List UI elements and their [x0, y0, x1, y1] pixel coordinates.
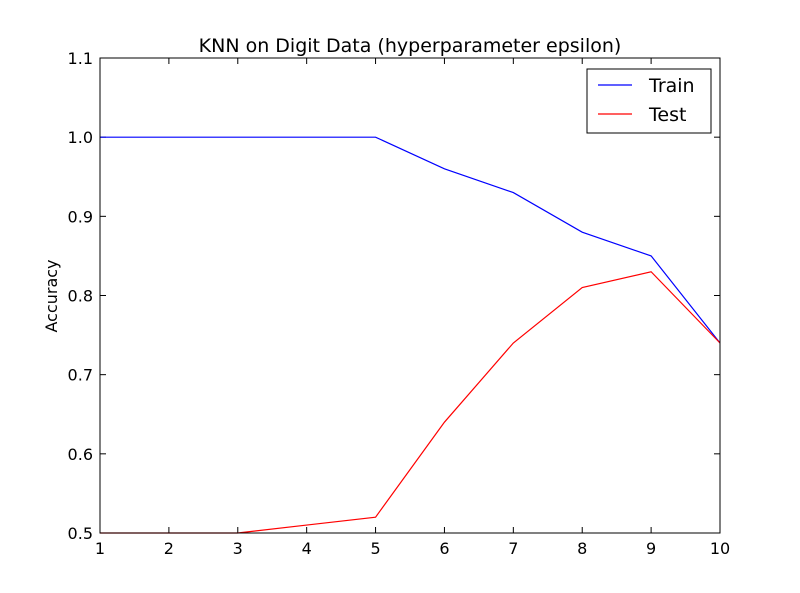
y-tick-label: 1.0 — [68, 128, 93, 147]
chart-title: KNN on Digit Data (hyperparameter epsilo… — [199, 35, 622, 57]
x-tick-label: 9 — [646, 539, 656, 558]
legend-box — [586, 68, 712, 134]
x-tick-label: 7 — [508, 539, 518, 558]
legend: Train Test — [586, 68, 712, 134]
x-tick-label: 3 — [233, 539, 243, 558]
plot-frame — [99, 57, 721, 534]
y-tick-label: 0.6 — [68, 445, 93, 464]
legend-label-test: Test — [648, 104, 686, 126]
series-line-train — [100, 136, 721, 344]
y-tick-label: 0.8 — [68, 287, 93, 306]
x-tick-label: 10 — [710, 539, 730, 558]
x-tick-label: 8 — [577, 539, 587, 558]
y-tick-label: 0.5 — [68, 524, 93, 543]
x-tick-label: 1 — [95, 539, 105, 558]
y-tick-label: 0.9 — [68, 207, 93, 226]
legend-label-train: Train — [648, 75, 695, 97]
x-tick-label: 6 — [439, 539, 449, 558]
x-tick-label: 2 — [164, 539, 174, 558]
y-tick-label: 1.1 — [68, 49, 93, 68]
x-tick-label: 4 — [302, 539, 312, 558]
x-tick-label: 5 — [370, 539, 380, 558]
y-axis-label: Accuracy — [42, 259, 61, 332]
y-tick-label: 0.7 — [68, 366, 93, 385]
